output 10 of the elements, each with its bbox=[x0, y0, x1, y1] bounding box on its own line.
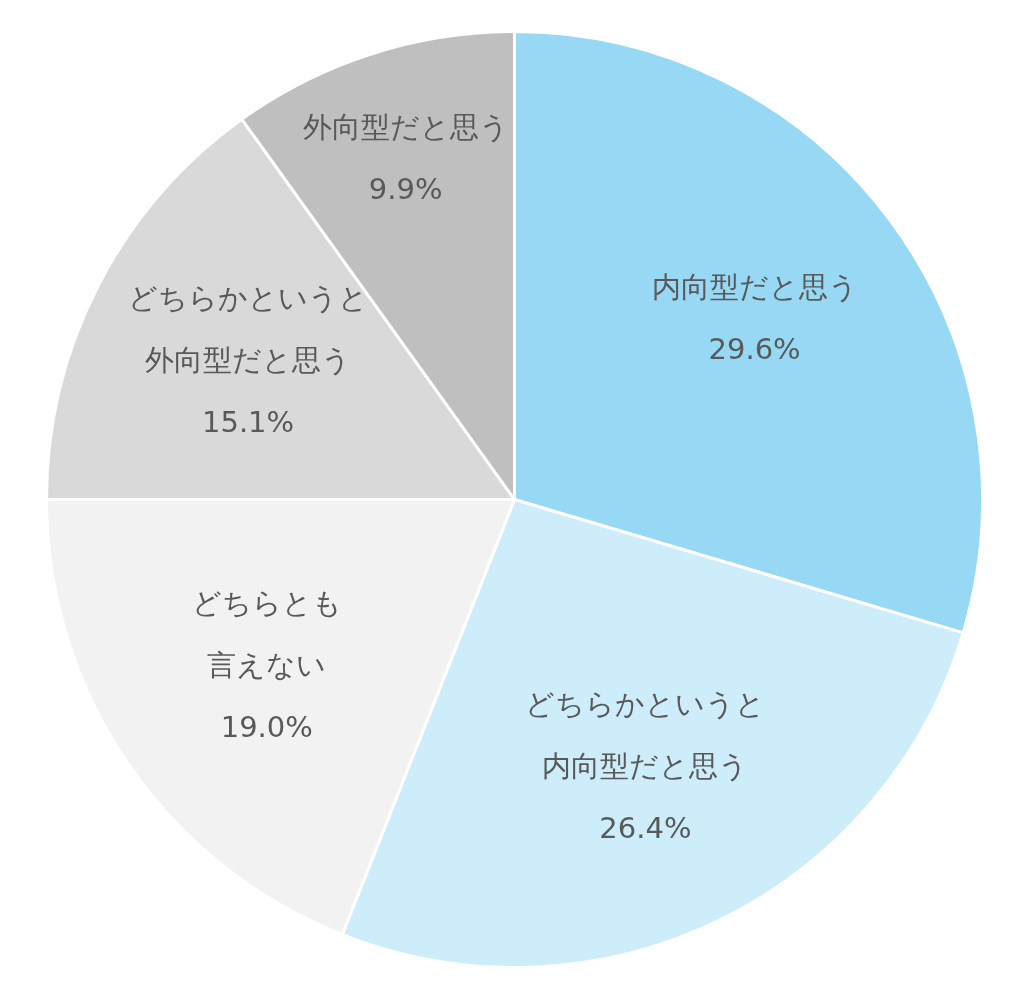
slice-label: 内向型だと思う bbox=[651, 269, 858, 304]
slice-label: どちらとも言えない bbox=[191, 586, 342, 683]
data-label: 29.6% bbox=[708, 331, 801, 366]
data-label: 15.1% bbox=[201, 405, 295, 440]
data-label: 9.9% bbox=[368, 172, 443, 207]
slice-label: どちらかというと内向型だと思う bbox=[525, 687, 766, 784]
data-label: 26.4% bbox=[599, 811, 692, 846]
slice-label: どちらかというと外向型だと思う bbox=[128, 281, 369, 378]
slice-label: 外向型だと思う bbox=[302, 110, 509, 145]
data-label: 19.0% bbox=[220, 710, 313, 745]
